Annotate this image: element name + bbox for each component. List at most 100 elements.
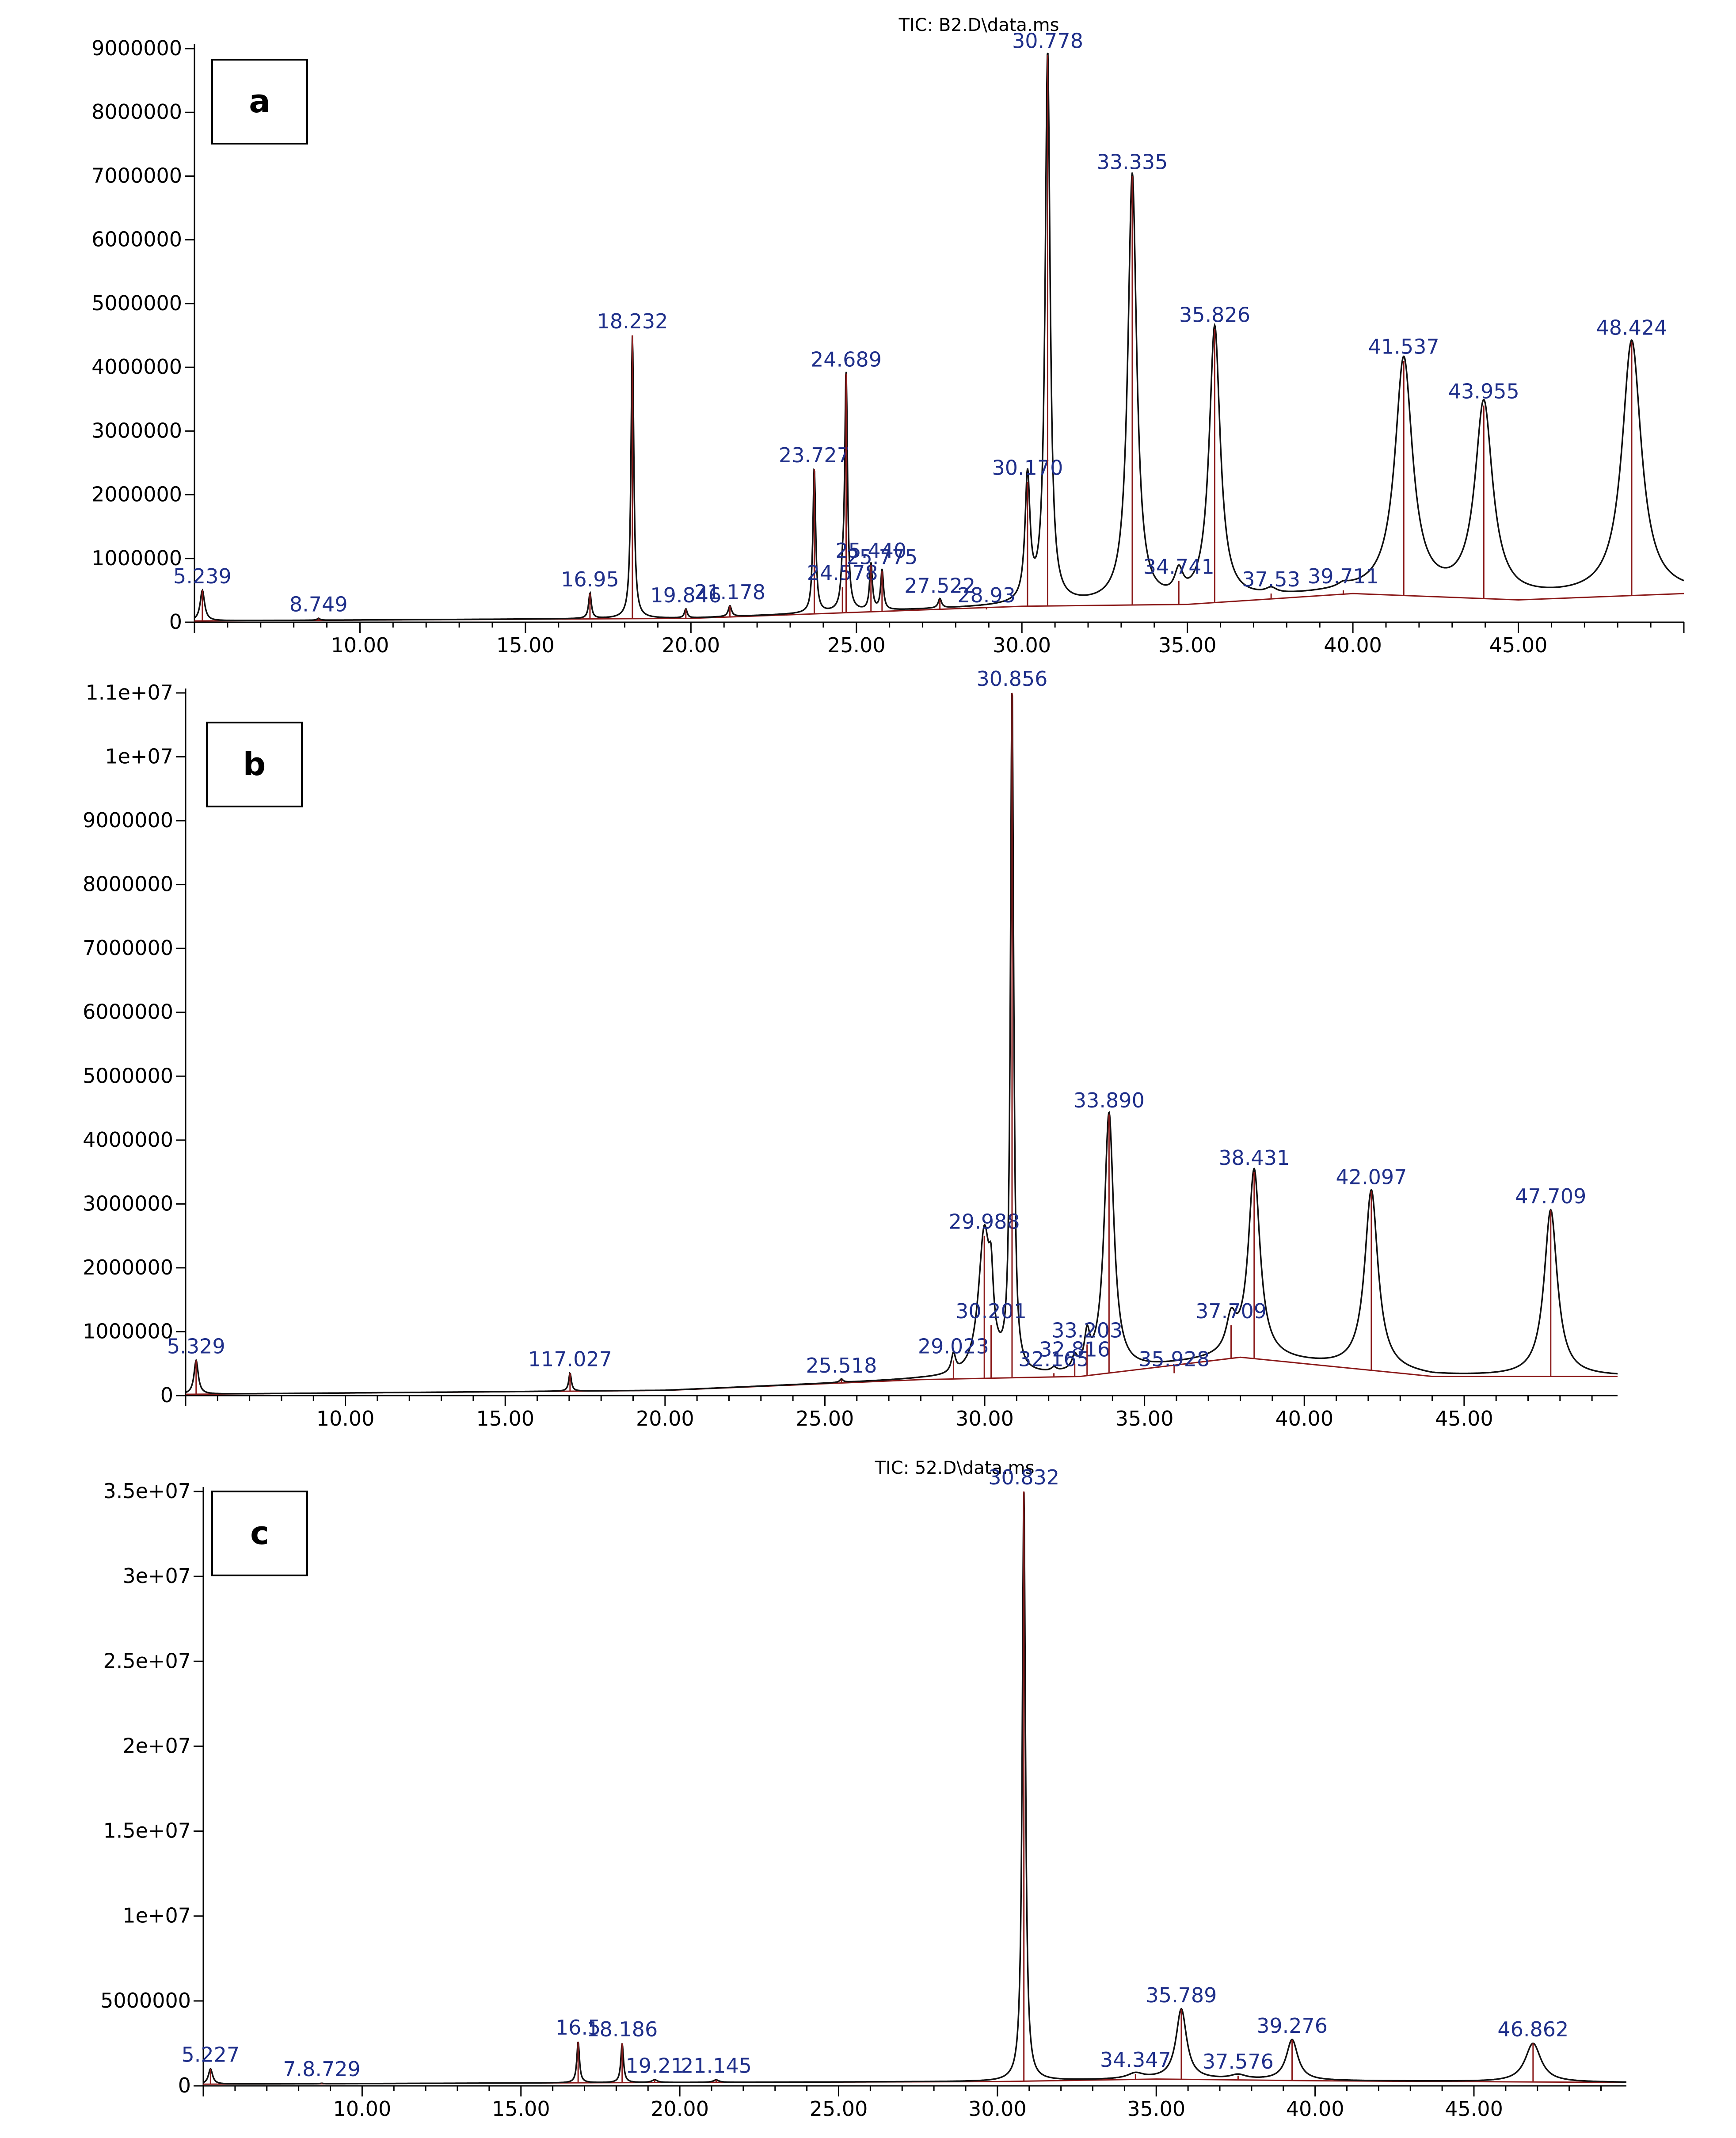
y-tick-label: 1000000	[91, 546, 182, 570]
peak-label: 25.518	[806, 1354, 877, 1377]
y-tick-label: 7000000	[83, 936, 173, 960]
y-tick-label: 2.5e+07	[103, 1649, 191, 1673]
y-tick-label: 4000000	[83, 1128, 173, 1152]
y-tick-label: 3e+07	[122, 1564, 191, 1588]
peak-label: 16.5	[556, 2016, 601, 2039]
peak-label: 25.775	[846, 545, 917, 569]
peak-label: 32.165	[1018, 1347, 1089, 1371]
peak-label: 38.431	[1218, 1146, 1290, 1170]
peak-label: 30.856	[976, 667, 1047, 691]
x-tick-label: 30.00	[993, 633, 1051, 657]
x-tick-label: 35.00	[1158, 633, 1217, 657]
peak-label: 19.846	[650, 583, 721, 607]
peak-label: 28.93	[957, 583, 1016, 607]
peak-label: 18.232	[597, 309, 668, 333]
peak-label: 7.8.729	[283, 2057, 361, 2081]
integration-baseline	[194, 593, 1684, 622]
y-tick-label: 4000000	[91, 355, 182, 379]
y-tick-label: 9000000	[83, 808, 173, 832]
x-tick-label: 30.00	[956, 1407, 1014, 1430]
x-tick-label: 15.00	[492, 2097, 550, 2121]
x-tick-label: 25.00	[810, 2097, 868, 2121]
x-tick-label: 45.00	[1435, 1407, 1493, 1430]
peak-label: 39.276	[1256, 2014, 1328, 2038]
peak-label: 8.749	[289, 592, 348, 616]
y-tick-label: 1.5e+07	[103, 1819, 191, 1843]
peak-label: 24.578	[807, 561, 878, 585]
y-tick-label: 1e+07	[122, 1904, 191, 1928]
y-tick-label: 8000000	[91, 100, 182, 124]
x-tick-label: 25.00	[827, 633, 886, 657]
peak-label: 37.576	[1203, 2050, 1274, 2073]
peak-label: 30.778	[1012, 29, 1083, 53]
chart-panel-c: 0 5000000 1e+07 1.5e+07 2e+07 2.5e+07 3e+07 3.5…	[100, 1458, 1627, 2121]
peak-label: 35.789	[1146, 1983, 1217, 2007]
panel-label: a	[249, 83, 270, 120]
chart-panel-b: 0 1000000 2000000 3000000 4000000 5000000 6000…	[83, 667, 1618, 1430]
peak-label: 29.023	[918, 1335, 989, 1358]
tic-trace	[203, 1492, 1626, 2085]
peak-label: 35.826	[1179, 303, 1250, 327]
peak-label: 5.239	[173, 564, 232, 588]
peak-label: 47.709	[1515, 1184, 1586, 1208]
x-tick-label: 45.00	[1489, 633, 1548, 657]
y-tick-label: 1000000	[83, 1319, 173, 1343]
x-tick-label: 10.00	[333, 2097, 392, 2121]
x-tick-label: 45.00	[1445, 2097, 1503, 2121]
panel-label: c	[250, 1514, 269, 1552]
y-tick-label: 2e+07	[122, 1734, 191, 1758]
chart-title: TIC: B2.D\data.ms	[898, 15, 1059, 35]
y-tick-label: 1e+07	[105, 745, 173, 768]
peak-label: 21.145	[681, 2054, 752, 2078]
y-tick-label: 5000000	[100, 1989, 191, 2012]
peak-label: 46.862	[1497, 2017, 1568, 2041]
x-tick-label: 15.00	[476, 1407, 534, 1430]
peak-label: 27.522	[904, 574, 975, 598]
y-tick-label: 9000000	[91, 36, 182, 60]
y-tick-label: 2000000	[83, 1255, 173, 1279]
x-tick-label: 20.00	[651, 2097, 709, 2121]
peak-label: 32.816	[1039, 1338, 1110, 1362]
x-tick-label: 30.00	[968, 2097, 1027, 2121]
y-tick-label: 3.5e+07	[103, 1479, 191, 1503]
x-tick-label: 40.00	[1324, 633, 1382, 657]
tic-trace	[185, 692, 1618, 1395]
y-tick-label: 3000000	[83, 1191, 173, 1215]
peak-label: 37.709	[1195, 1299, 1267, 1323]
peak-label: 5.329	[167, 1335, 225, 1358]
x-tick-label: 20.00	[636, 1407, 694, 1430]
x-tick-label: 40.00	[1286, 2097, 1344, 2121]
y-tick-label: 0	[178, 2073, 191, 2097]
peak-label: 42.097	[1336, 1165, 1407, 1189]
peak-label: 39.711	[1308, 564, 1379, 588]
panels: 0 1000000 2000000 3000000 4000000 5000000 6000…	[83, 15, 1685, 2121]
x-tick-label: 10.00	[331, 633, 389, 657]
x-tick-label: 40.00	[1275, 1407, 1333, 1430]
y-tick-label: 2000000	[91, 483, 182, 506]
y-tick-label: 5000000	[83, 1064, 173, 1088]
y-tick-label: 3000000	[91, 418, 182, 442]
chart-title: TIC: 52.D\data.ms	[875, 1458, 1035, 1478]
x-tick-label: 20.00	[662, 633, 720, 657]
peak-label: 34.347	[1100, 2048, 1171, 2072]
x-tick-label: 35.00	[1127, 2097, 1185, 2121]
x-tick-label: 10.00	[316, 1407, 375, 1430]
peak-label: 30.170	[992, 456, 1063, 480]
y-tick-label: 8000000	[83, 872, 173, 896]
y-tick-label: 1.1e+07	[85, 681, 173, 704]
peak-label: 33.890	[1074, 1088, 1145, 1112]
y-tick-label: 7000000	[91, 164, 182, 187]
peak-label: 23.727	[779, 443, 850, 467]
y-tick-label: 6000000	[83, 1000, 173, 1024]
y-tick-label: 0	[169, 610, 182, 634]
tic-trace	[194, 53, 1684, 621]
panel-label-box	[211, 59, 308, 145]
peak-label: 5.227	[181, 2043, 240, 2067]
panel-label: b	[243, 746, 266, 783]
y-tick-label: 6000000	[91, 228, 182, 251]
peak-label: 35.928	[1138, 1347, 1210, 1371]
peak-label: 37.53	[1242, 567, 1300, 591]
y-tick-label: 0	[160, 1383, 173, 1407]
